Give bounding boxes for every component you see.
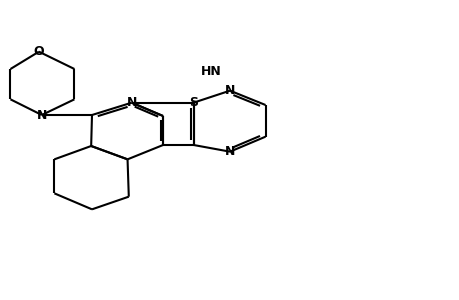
- Text: N: N: [37, 109, 47, 122]
- Text: S: S: [189, 96, 198, 109]
- Text: O: O: [34, 45, 44, 58]
- Text: N: N: [224, 145, 235, 158]
- Text: HN: HN: [201, 65, 221, 78]
- Text: N: N: [126, 96, 137, 109]
- Text: N: N: [224, 84, 235, 97]
